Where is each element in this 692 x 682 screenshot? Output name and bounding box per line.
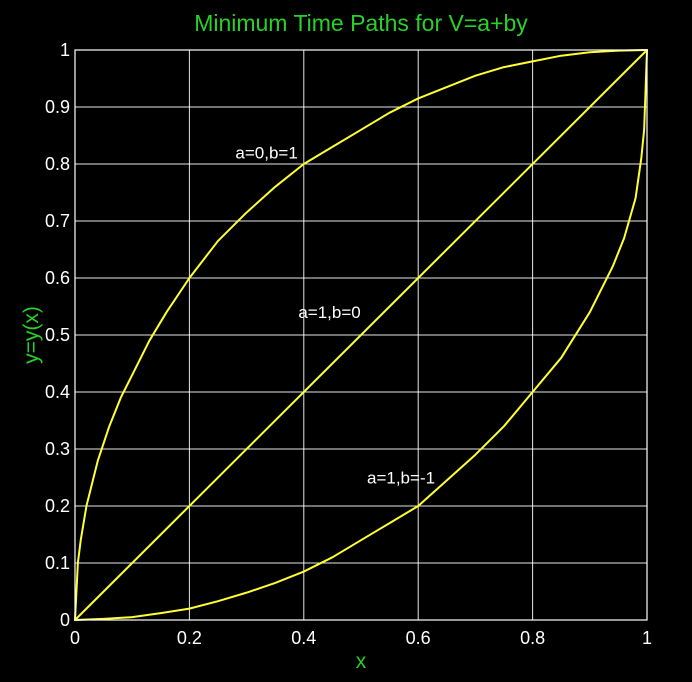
x-tick-label: 0.6 bbox=[406, 628, 431, 648]
y-tick-label: 0.8 bbox=[45, 154, 70, 174]
series-layer bbox=[74, 49, 648, 621]
y-tick-label: 0.3 bbox=[45, 439, 70, 459]
x-tick-label: 0 bbox=[70, 628, 80, 648]
y-tick-label: 0.1 bbox=[45, 553, 70, 573]
x-tick-label: 0.2 bbox=[177, 628, 202, 648]
series-annotation: a=0,b=1 bbox=[235, 144, 297, 163]
x-tick-label: 1 bbox=[642, 628, 652, 648]
y-tick-label: 0.2 bbox=[45, 496, 70, 516]
y-tick-label: 1 bbox=[60, 40, 70, 60]
y-tick-label: 0.9 bbox=[45, 97, 70, 117]
x-axis-label: x bbox=[356, 650, 367, 673]
tick-labels: 0 0.2 0.4 0.6 0.8 1 0 0.1 0.2 0.3 0.4 0.5 0.6 0.7 0.8 0… bbox=[45, 40, 652, 648]
chart-title: Minimum Time Paths for V=a+by bbox=[194, 10, 528, 36]
annotations: a=0,b=1 a=1,b=0 a=1,b=-1 bbox=[235, 144, 435, 488]
series-annotation: a=1,b=-1 bbox=[367, 469, 435, 488]
x-tick-label: 0.8 bbox=[520, 628, 545, 648]
y-tick-label: 0 bbox=[60, 610, 70, 630]
y-tick-label: 0.6 bbox=[45, 268, 70, 288]
y-tick-label: 0.4 bbox=[45, 382, 70, 402]
series-line bbox=[74, 49, 648, 621]
plot-frame bbox=[74, 49, 648, 621]
x-tick-label: 0.4 bbox=[291, 628, 316, 648]
y-axis-label: y=y(x) bbox=[20, 306, 43, 364]
series-line bbox=[74, 49, 648, 621]
y-tick-label: 0.7 bbox=[45, 211, 70, 231]
series-annotation: a=1,b=0 bbox=[298, 303, 360, 322]
series-line bbox=[74, 49, 648, 621]
y-tick-label: 0.5 bbox=[45, 325, 70, 345]
